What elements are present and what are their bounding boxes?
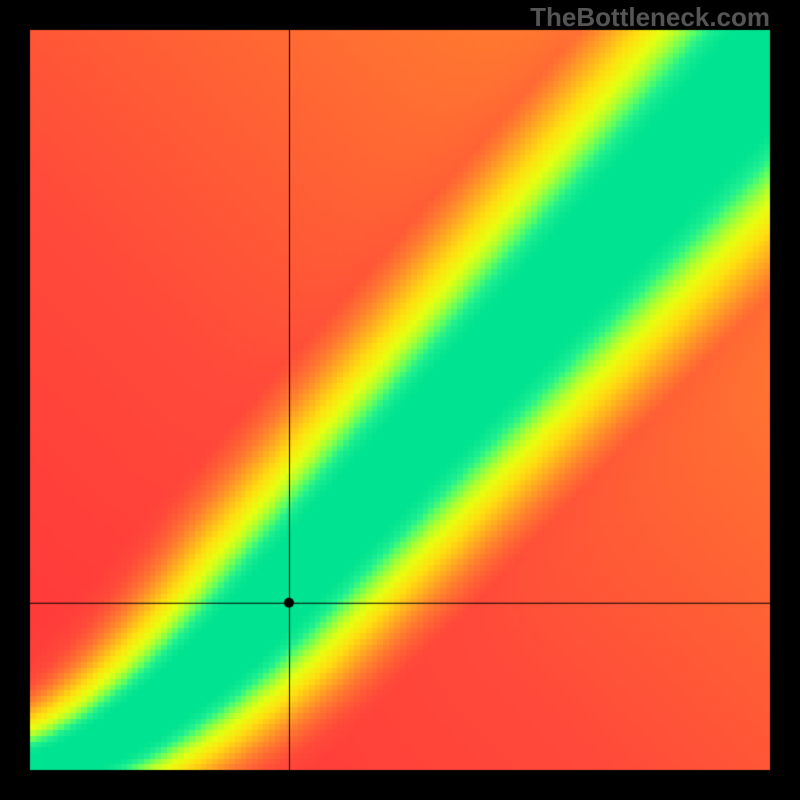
watermark-text: TheBottleneck.com [530, 2, 770, 33]
bottleneck-heatmap [0, 0, 800, 800]
chart-container: TheBottleneck.com [0, 0, 800, 800]
